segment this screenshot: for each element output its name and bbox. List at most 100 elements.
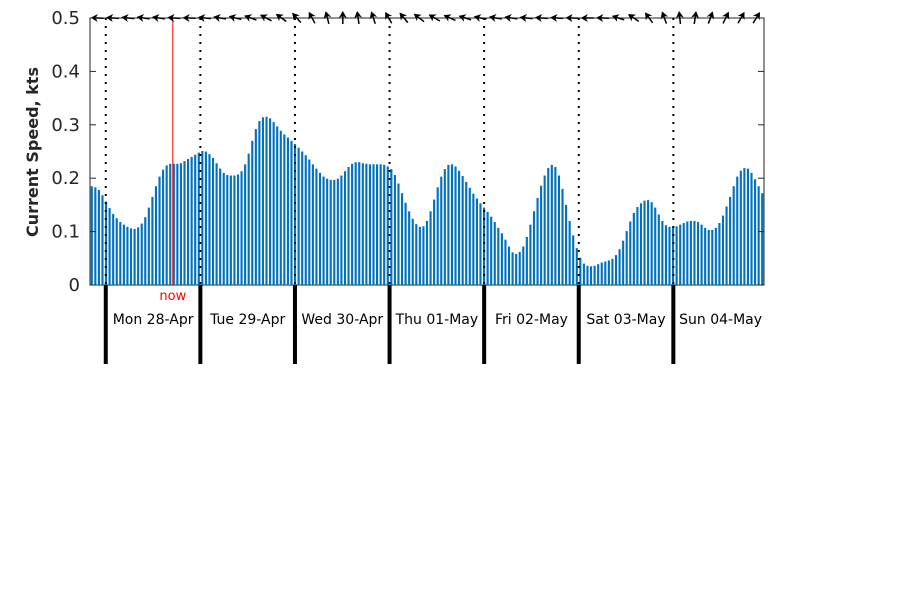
speed-bar <box>190 156 193 285</box>
speed-bar <box>504 239 507 285</box>
speed-bar <box>315 168 318 285</box>
speed-bar <box>318 172 322 285</box>
speed-bar <box>704 227 707 285</box>
speed-bar <box>547 168 550 285</box>
speed-bar <box>482 207 486 285</box>
direction-arrow <box>489 14 502 22</box>
speed-bar <box>515 254 518 285</box>
direction-arrow <box>399 12 409 24</box>
y-tick-label: 0.3 <box>51 115 80 136</box>
y-tick-label: 0 <box>69 275 80 296</box>
speed-bar <box>361 163 364 285</box>
speed-bar <box>750 172 753 285</box>
speed-bar <box>376 164 379 285</box>
direction-arrow <box>369 11 378 24</box>
speed-bar <box>208 154 211 285</box>
direction-arrow <box>660 11 669 24</box>
speed-bar <box>718 223 721 285</box>
speed-bar <box>522 246 525 285</box>
speed-bar <box>493 221 496 285</box>
direction-arrow <box>596 14 610 22</box>
direction-arrow <box>504 14 518 22</box>
speed-bar <box>600 262 603 285</box>
direction-arrows <box>90 11 761 25</box>
speed-bar <box>468 187 471 285</box>
speed-bar <box>336 178 339 285</box>
speed-bar <box>511 252 514 285</box>
speed-bar <box>386 166 389 285</box>
speed-bar <box>433 199 436 285</box>
speed-bar <box>311 164 314 285</box>
speed-bar <box>265 116 268 285</box>
day-label: Mon 28-Apr <box>113 312 194 328</box>
direction-arrow <box>323 11 332 25</box>
speed-bar <box>140 223 143 285</box>
speed-bar <box>165 165 168 285</box>
speed-bar <box>304 155 307 285</box>
speed-bar <box>397 183 400 285</box>
speed-bar <box>532 211 536 285</box>
speed-bar <box>197 152 200 285</box>
speed-bar <box>204 151 207 285</box>
speed-bar <box>739 170 742 285</box>
direction-arrow <box>675 11 684 25</box>
speed-bar <box>543 175 546 285</box>
speed-bar <box>579 257 582 285</box>
speed-bar <box>668 226 671 285</box>
day-label: Fri 02-May <box>495 312 568 328</box>
day-label: Sat 03-May <box>586 312 665 328</box>
direction-arrow <box>228 14 242 22</box>
speed-bar <box>372 164 375 285</box>
speed-bar <box>129 228 133 285</box>
speed-bar <box>283 134 286 285</box>
speed-bar <box>586 265 589 285</box>
speed-bar <box>479 203 482 285</box>
speed-bar <box>222 172 225 285</box>
y-axis-ticks: 0 0.1 0.2 0.3 0.4 0.5 <box>51 8 764 296</box>
direction-arrow <box>197 14 211 22</box>
speed-bar <box>550 164 553 285</box>
day-label: Wed 30-Apr <box>301 312 383 328</box>
speed-bar <box>475 198 478 285</box>
speed-bar <box>358 162 361 285</box>
speed-bar <box>293 144 297 285</box>
direction-arrow <box>121 14 135 22</box>
speed-bar <box>664 225 667 285</box>
speed-bar <box>450 164 454 285</box>
speed-bar <box>761 193 764 285</box>
speed-bar <box>657 214 660 285</box>
speed-bar <box>714 227 717 285</box>
speed-bar <box>179 163 183 285</box>
direction-arrow <box>151 14 165 22</box>
speed-bar <box>297 147 300 285</box>
speed-bar <box>696 221 700 285</box>
speed-bar <box>525 236 528 285</box>
direction-arrow <box>580 14 594 22</box>
speed-bar <box>575 248 578 285</box>
speed-bar <box>422 226 425 285</box>
speed-bar <box>172 163 175 285</box>
speed-bar <box>226 175 229 285</box>
speed-bar <box>536 197 539 285</box>
speed-bar <box>404 202 407 285</box>
speed-bar <box>219 168 222 285</box>
speed-bar <box>443 169 446 285</box>
direction-arrow <box>167 14 181 22</box>
speed-bar <box>194 154 197 285</box>
speed-bar <box>122 224 125 285</box>
speed-bar <box>729 196 732 285</box>
speed-bar <box>472 193 475 285</box>
now-label: now <box>159 289 186 304</box>
speed-bar <box>721 215 725 285</box>
speed-bar <box>301 151 304 285</box>
direction-arrow <box>308 11 316 24</box>
speed-bar <box>447 164 450 285</box>
day-label: Thu 01-May <box>395 312 479 328</box>
speed-bar <box>201 150 204 285</box>
speed-bar <box>754 179 757 285</box>
speed-bar <box>211 157 215 285</box>
direction-arrow <box>338 11 347 24</box>
direction-arrow <box>182 14 196 22</box>
speed-bar <box>711 230 714 285</box>
speed-bar <box>176 163 179 285</box>
